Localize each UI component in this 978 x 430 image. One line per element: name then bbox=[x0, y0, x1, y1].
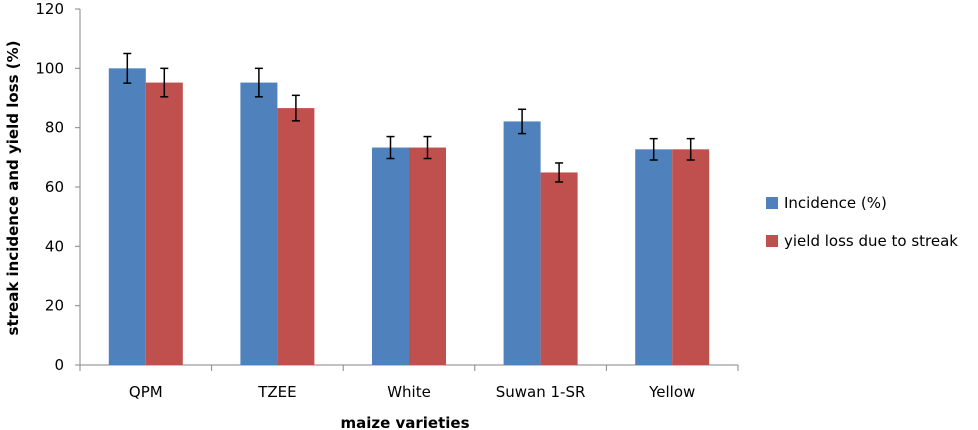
y-axis: 0 20 40 60 80 100 120 bbox=[35, 0, 81, 374]
legend-swatch bbox=[766, 235, 778, 247]
legend-swatch bbox=[766, 197, 778, 209]
bar-yield-loss bbox=[277, 108, 315, 365]
bar-incidence bbox=[503, 121, 541, 365]
x-tick-label: Yellow bbox=[648, 383, 695, 401]
legend: Incidence (%) yield loss due to streak bbox=[766, 194, 958, 250]
y-tick-label: 40 bbox=[45, 237, 64, 255]
bar-yield-loss bbox=[145, 82, 183, 365]
y-axis-title: streak incidence and yield loss (%) bbox=[4, 41, 22, 336]
x-tick-label: TZEE bbox=[257, 383, 296, 401]
y-tick-label: 100 bbox=[35, 59, 64, 77]
bar-yield-loss bbox=[540, 172, 578, 365]
bars-group bbox=[108, 68, 710, 365]
y-tick-label: 0 bbox=[54, 356, 64, 374]
y-tick-label: 120 bbox=[35, 0, 64, 18]
x-axis-title: maize varieties bbox=[340, 414, 469, 430]
x-tick-label: Suwan 1-SR bbox=[496, 383, 586, 401]
legend-label: yield loss due to streak bbox=[784, 232, 958, 250]
y-tick-label: 80 bbox=[45, 119, 64, 137]
bar-incidence bbox=[635, 149, 673, 365]
x-tick-label: White bbox=[387, 383, 431, 401]
legend-label: Incidence (%) bbox=[784, 194, 887, 212]
x-axis: QPM TZEE White Suwan 1-SR Yellow bbox=[79, 364, 739, 401]
bar-incidence bbox=[108, 68, 146, 365]
y-tick-label: 20 bbox=[45, 297, 64, 315]
y-tick-label: 60 bbox=[45, 178, 64, 196]
bar-yield-loss bbox=[409, 147, 446, 365]
bar-incidence bbox=[372, 147, 409, 365]
x-tick-label: QPM bbox=[129, 383, 163, 401]
bar-incidence bbox=[240, 82, 278, 365]
bar-yield-loss bbox=[672, 149, 710, 365]
error-bars-group bbox=[123, 52, 695, 183]
